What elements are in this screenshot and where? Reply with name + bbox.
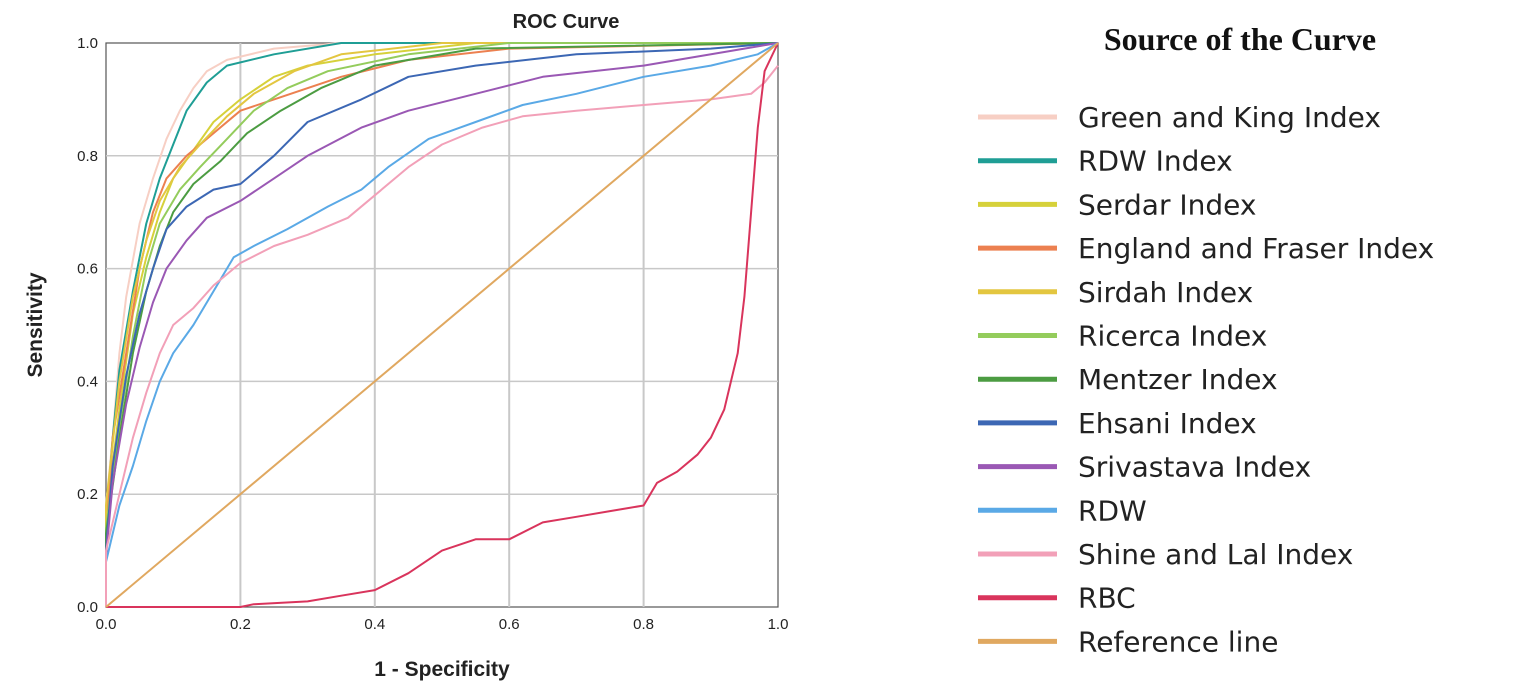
series-line-sirdah-index — [105, 42, 778, 607]
legend-label-srivastava-index: Srivastava Index — [1078, 451, 1311, 484]
legend-label-green-and-king-index: Green and King Index — [1078, 101, 1381, 134]
legend-label-rbc: RBC — [1078, 582, 1136, 615]
legend-label-england-and-fraser-index: England and Fraser Index — [1078, 232, 1434, 265]
y-tick-label: 0.2 — [77, 486, 98, 503]
series-line-rbc — [106, 42, 779, 608]
chart-title: ROC Curve — [513, 11, 620, 33]
x-tick-label: 1.0 — [768, 616, 789, 633]
x-tick-label: 0.4 — [364, 616, 385, 633]
legend-label-ricerca-index: Ricerca Index — [1078, 320, 1267, 353]
y-tick-label: 0.8 — [77, 148, 98, 165]
series-line-rdw — [105, 42, 779, 607]
series-line-reference-line — [105, 42, 779, 608]
series-lines — [105, 42, 779, 608]
grid-lines — [106, 43, 778, 607]
x-tick-label: 0.0 — [96, 616, 117, 633]
legend-label-rdw-index: RDW Index — [1078, 145, 1233, 178]
series-line-srivastava-index — [105, 42, 779, 607]
legend-label-sirdah-index: Sirdah Index — [1078, 276, 1253, 309]
legend-label-rdw: RDW — [1078, 494, 1147, 527]
legend-label-ehsani-index: Ehsani Index — [1078, 407, 1257, 440]
tick-labels: 0.0 0.2 0.4 0.6 0.8 1.0 0.0 0.2 0.4 0.6 0.8 1.0 — [77, 35, 788, 633]
legend-title: Source of the Curve — [1104, 21, 1376, 57]
legend-label-reference-line: Reference line — [1078, 625, 1278, 658]
series-line-mentzer-index — [105, 42, 779, 607]
legend-label-shine-and-lal-index: Shine and Lal Index — [1078, 538, 1353, 571]
legend-label-serdar-index: Serdar Index — [1078, 188, 1256, 221]
y-tick-label: 0.6 — [77, 261, 98, 278]
x-tick-label: 0.8 — [633, 616, 654, 633]
series-line-ehsani-index — [105, 42, 779, 607]
y-tick-label: 1.0 — [77, 35, 98, 52]
y-axis-label: Sensitivity — [24, 272, 47, 377]
y-tick-label: 0.0 — [77, 599, 98, 616]
y-tick-label: 0.4 — [77, 373, 98, 390]
x-axis-label: 1 - Specificity — [374, 658, 510, 681]
legend-label-mentzer-index: Mentzer Index — [1078, 363, 1278, 396]
x-tick-label: 0.6 — [499, 616, 520, 633]
series-line-shine-and-lal-index — [105, 64, 779, 607]
x-tick-label: 0.2 — [230, 616, 251, 633]
legend: Green and King Index RDW Index Serdar Inde… — [978, 101, 1434, 658]
